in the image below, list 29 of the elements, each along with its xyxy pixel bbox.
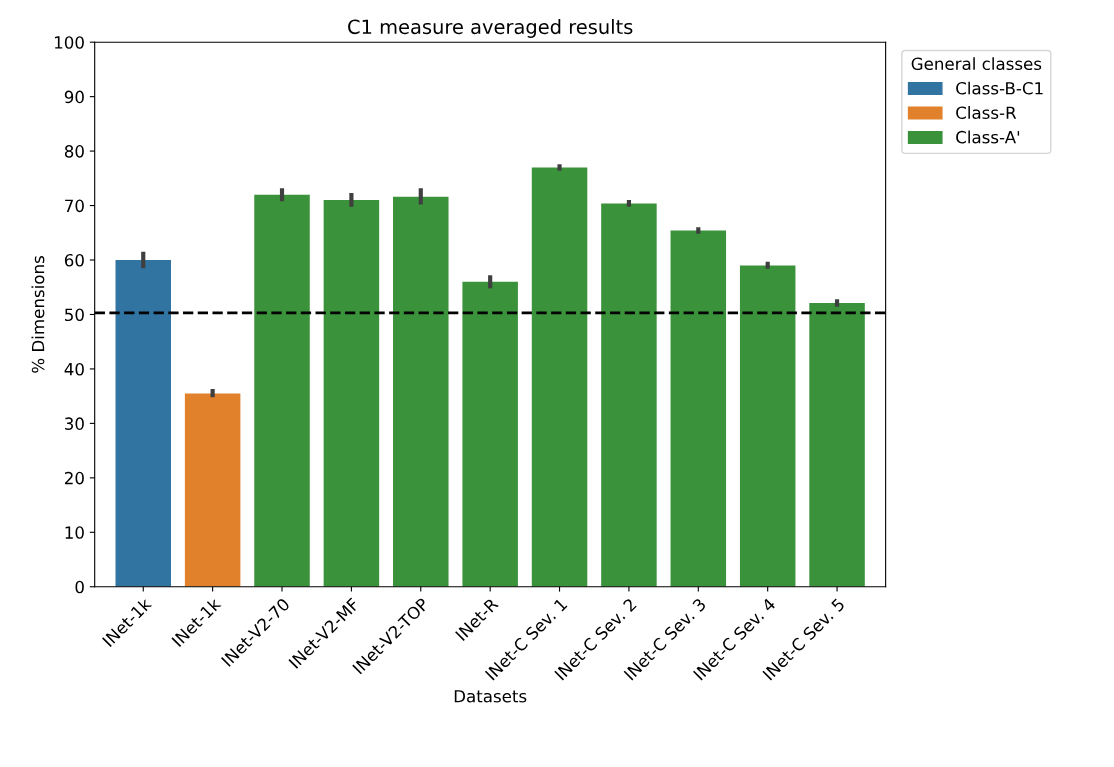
bar xyxy=(809,303,865,587)
bar xyxy=(739,265,796,587)
y-tick-label: 20 xyxy=(64,471,84,485)
legend-label: Class-A' xyxy=(956,130,1020,144)
y-tick-label: 40 xyxy=(64,362,84,376)
y-tick-label: 10 xyxy=(65,526,84,539)
y-tick-label: 50 xyxy=(65,308,84,322)
y-tick-label: 80 xyxy=(64,145,84,158)
y-tick-label: 0 xyxy=(75,580,84,594)
legend-title: General classes xyxy=(911,57,1042,71)
y-tick-label: 100 xyxy=(54,36,84,49)
legend-label: Class-R xyxy=(956,106,1017,120)
bar xyxy=(115,260,172,587)
bar xyxy=(531,167,588,587)
bar xyxy=(323,200,380,587)
bar xyxy=(601,203,657,587)
y-tick-label: 30 xyxy=(65,417,84,430)
bar xyxy=(462,281,518,587)
y-tick-label: 60 xyxy=(64,253,84,267)
x-axis-title: Datasets xyxy=(454,690,527,703)
bar xyxy=(670,230,727,587)
bar xyxy=(184,393,241,587)
legend-label: Class-B-C1 xyxy=(956,81,1043,95)
y-tick-label: 70 xyxy=(65,199,84,213)
y-tick-label: 90 xyxy=(64,90,84,104)
bar xyxy=(393,196,449,587)
bar xyxy=(254,194,310,587)
chart-title: C1 measure averaged results xyxy=(348,19,633,38)
y-axis-title: % Dimensions xyxy=(31,256,45,373)
